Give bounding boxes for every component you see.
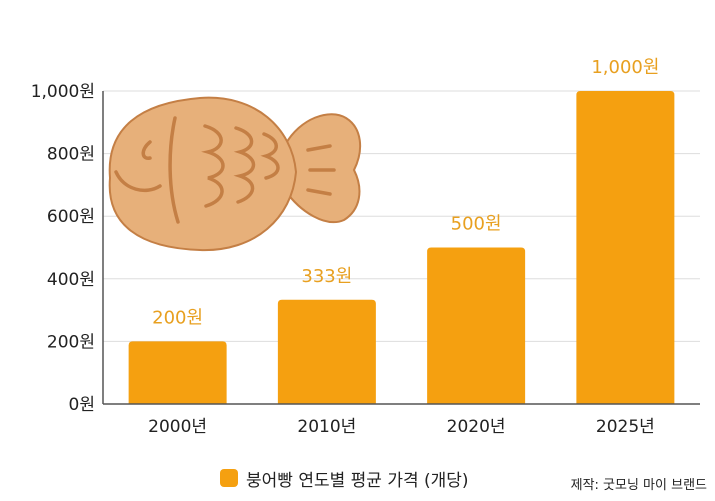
data-label: 500원 — [451, 214, 502, 235]
y-tick-label: 600원 — [47, 207, 95, 227]
data-label: 333원 — [301, 266, 352, 287]
axes: 0원 200원 400원 600원 800원 1,000원 2000년 2010년 2020년 2… — [31, 82, 700, 437]
x-tick-label: 2020년 — [447, 417, 506, 437]
data-label: 200원 — [152, 307, 203, 328]
fish-tail — [284, 113, 362, 223]
legend-label: 붕어빵 연도별 평균 가격 (개당) — [246, 470, 469, 491]
bar — [427, 247, 526, 404]
y-tick-label: 0원 — [69, 395, 95, 415]
y-tick-label: 800원 — [47, 145, 95, 165]
legend-swatch — [220, 469, 238, 487]
y-tick-label: 1,000원 — [31, 82, 95, 102]
x-tick-label: 2010년 — [297, 417, 356, 437]
bar — [128, 341, 227, 404]
legend: 붕어빵 연도별 평균 가격 (개당) — [220, 466, 469, 491]
x-tick-label: 2000년 — [148, 417, 207, 437]
data-label: 1,000원 — [591, 57, 659, 78]
fish-details — [114, 116, 336, 224]
bar — [576, 91, 675, 404]
bars: 200원 333원 500원 1,000원 — [128, 57, 675, 404]
fish-bread-icon — [108, 96, 362, 252]
credit-text: 제작: 굿모닝 마이 브랜드 — [570, 478, 707, 493]
bar — [277, 299, 376, 404]
x-tick-label: 2025년 — [596, 417, 655, 437]
y-tick-label: 400원 — [47, 270, 95, 290]
fish-body — [108, 96, 298, 252]
y-tick-label: 200원 — [47, 332, 95, 352]
